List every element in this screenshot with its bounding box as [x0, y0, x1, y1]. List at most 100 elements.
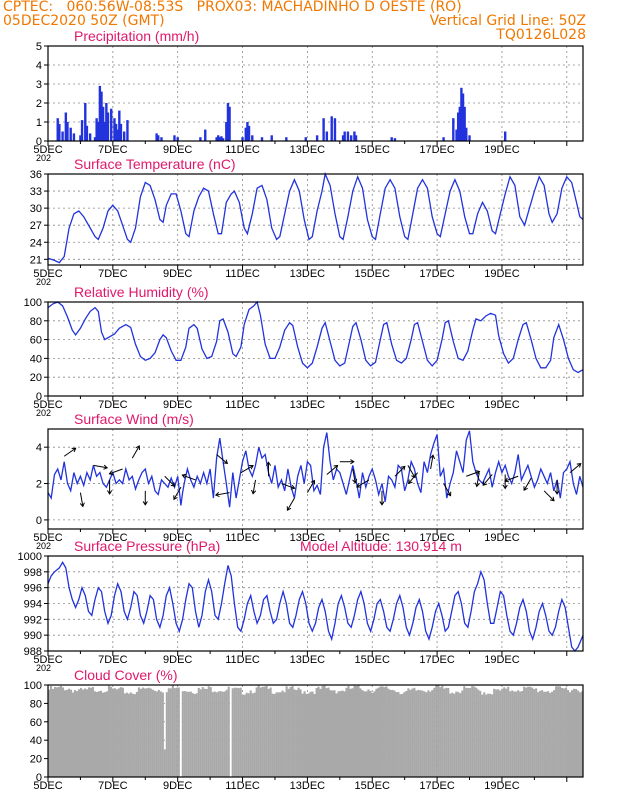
x-tick-label: 19DEC: [484, 268, 520, 280]
cloud-bar: [463, 686, 466, 777]
axis-stub: 202: [36, 408, 51, 418]
x-tick-label: 15DEC: [355, 532, 391, 544]
cloud-bar: [185, 691, 188, 777]
x-tick-label: 17DEC: [419, 268, 455, 280]
precip-bar: [455, 129, 458, 141]
wind-arrow-head: [474, 482, 480, 488]
cloud-bar: [391, 689, 394, 777]
cloud-bar: [215, 692, 218, 777]
cloud-bar: [57, 686, 61, 777]
wind-arrow: [466, 471, 480, 477]
cloud-bar: [213, 691, 216, 777]
cloud-bar: [313, 694, 316, 777]
cloud-bar: [289, 686, 292, 777]
wind-arrow-head: [502, 484, 508, 490]
y-tick-label: 5: [36, 41, 42, 53]
cloud-bar: [239, 687, 242, 777]
wind-arrow-head: [107, 490, 113, 495]
cloud-bar: [485, 694, 488, 777]
panel-frame: [47, 45, 584, 142]
cloud-bar: [201, 687, 204, 777]
cloud-bar: [99, 690, 103, 777]
series-line: [47, 300, 584, 374]
cloud-bar: [331, 690, 334, 777]
wind-arrow-head: [286, 506, 292, 512]
cloud-bar: [343, 691, 346, 777]
cloud-bar: [363, 691, 366, 777]
cloud-bar: [405, 690, 408, 777]
wind-arrow-head: [446, 491, 452, 497]
cloud-bar: [175, 687, 178, 777]
cloud-bar: [529, 686, 532, 777]
wind-arrow: [407, 465, 416, 478]
cloud-bar: [409, 689, 412, 777]
precip-bar: [176, 137, 179, 141]
cloud-bar: [481, 694, 484, 777]
cloud-bar: [407, 688, 410, 777]
precip-bar: [346, 131, 350, 141]
cloud-bar: [473, 686, 476, 777]
cloud-bar: [543, 691, 546, 777]
precip-bar: [56, 118, 59, 141]
y-tick-label: 2: [36, 98, 42, 110]
precip-bar: [122, 131, 126, 141]
precip-bar: [442, 137, 445, 141]
cloud-bar: [295, 690, 298, 777]
cloud-bar: [237, 688, 240, 777]
cloud-bar: [85, 689, 89, 777]
cloud-bar: [487, 693, 490, 777]
x-tick-label: 5DEC: [33, 268, 62, 280]
cloud-bar: [483, 692, 486, 777]
series-line: [47, 430, 584, 508]
y-tick-label: 992: [24, 614, 42, 626]
cloud-bar: [411, 688, 414, 777]
y-tick-label: 33: [30, 186, 42, 198]
panel-frame: [47, 301, 584, 397]
panel-title: Precipitation (mm/h): [74, 28, 199, 44]
cloud-bar: [553, 690, 556, 777]
cloud-bar: [579, 692, 582, 777]
cloud-bar: [105, 691, 108, 777]
cloud-bar: [489, 693, 492, 777]
panel-0: 0 1 2 3 4 5 5DEC 7DEC 9DEC 11DEC 13DEC 15DEC 17DEC 19…: [33, 28, 584, 163]
wind-arrow-head: [504, 477, 510, 483]
wind-arrow-head: [103, 464, 109, 470]
y-tick-label: 40: [30, 735, 42, 747]
cloud-bar: [447, 687, 450, 777]
precip-bar: [101, 106, 105, 141]
wind-arrow: [182, 474, 196, 481]
cloud-bar: [451, 692, 454, 777]
y-tick-label: 0: [36, 772, 42, 784]
cloud-bar: [573, 688, 576, 777]
cloud-bar: [69, 689, 73, 777]
cloud-bar: [83, 688, 87, 777]
cloud-bar: [403, 692, 406, 777]
axis-stub: 202: [36, 153, 51, 163]
x-tick-label: 17DEC: [419, 399, 455, 411]
cloud-bar: [379, 686, 382, 777]
cloud-bar: [385, 686, 388, 777]
cloud-bar: [493, 688, 496, 777]
cloud-bar: [455, 691, 458, 777]
wind-arrow-head: [181, 473, 187, 479]
header-line1: CPTEC: 060:56W-08:53S PROX03: MACHADINHO…: [3, 0, 462, 15]
cloud-bar: [559, 686, 562, 777]
cloud-bar: [143, 688, 146, 777]
cloud-bar: [151, 689, 154, 777]
cloud-bar: [217, 691, 220, 777]
x-tick-label: 15DEC: [355, 268, 391, 280]
cloud-bar: [73, 689, 77, 777]
cloud-bar: [49, 685, 53, 777]
precip-bar: [80, 120, 84, 141]
precip-bar: [228, 106, 231, 141]
x-tick-label: 17DEC: [419, 654, 455, 666]
cloud-bar: [517, 690, 520, 777]
y-tick-label: 996: [24, 583, 42, 595]
y-tick-label: 20: [30, 754, 42, 766]
cloud-bar: [467, 688, 470, 777]
y-tick-label: 36: [30, 169, 42, 181]
wind-arrow-head: [251, 489, 257, 495]
cloud-bar: [537, 692, 540, 777]
cloud-bar: [361, 690, 364, 777]
cloud-bar: [561, 688, 564, 777]
